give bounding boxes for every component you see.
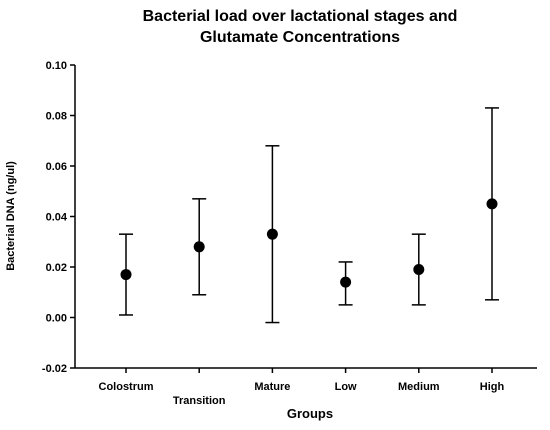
y-tick-label: 0.08 (46, 111, 67, 123)
x-tick-label: Mature (254, 381, 290, 393)
y-tick-label: -0.02 (42, 363, 67, 375)
chart-title-line-1: Bacterial load over lactational stages a… (143, 8, 458, 25)
mean-point (120, 269, 132, 281)
data-points (119, 107, 499, 324)
y-tick-label: 0.00 (46, 313, 67, 325)
y-tick-label: 0.04 (46, 212, 68, 224)
y-ticks: -0.02 0.00 0.02 0.04 0.06 0.08 0.10 (42, 60, 75, 375)
x-ticks: Colostrum Transition Mature Low Medium High (99, 368, 505, 407)
y-tick-label: 0.02 (46, 262, 67, 274)
x-tick-label: Transition (173, 395, 226, 407)
mean-point (193, 241, 205, 253)
y-tick-label: 0.06 (46, 161, 67, 173)
x-tick-label: Medium (398, 381, 440, 393)
y-axis-label: Bacterial DNA (ng/ul) (5, 161, 17, 271)
chart-title-line-2: Glutamate Concentrations (200, 29, 400, 46)
mean-point (340, 276, 352, 288)
mean-point (486, 198, 498, 210)
x-tick-label: Low (335, 381, 357, 393)
x-tick-label: High (480, 381, 505, 393)
axes (74, 65, 537, 369)
mean-point (266, 228, 278, 240)
mean-point (413, 264, 425, 276)
x-axis-label: Groups (287, 406, 333, 421)
x-tick-label: Colostrum (99, 381, 154, 393)
y-tick-label: 0.10 (46, 60, 67, 72)
